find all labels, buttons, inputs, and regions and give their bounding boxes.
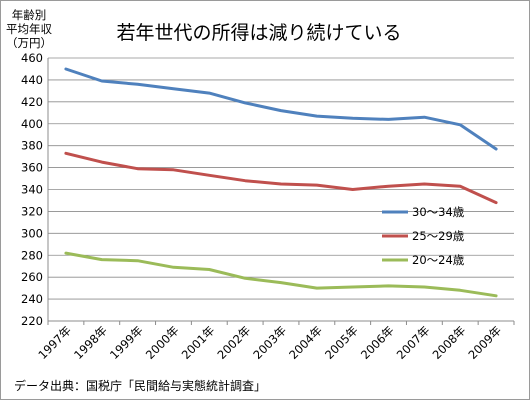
x-tick-labels: 1997年1998年1999年2000年2001年2002年2003年2004年…	[35, 323, 504, 362]
series-lines	[64, 67, 498, 298]
x-tick-label: 1998年	[71, 323, 110, 362]
legend-label-2: 20〜24歳	[412, 253, 465, 267]
x-tick-label: 2005年	[322, 323, 361, 362]
x-tick-label: 2007年	[394, 323, 433, 362]
y-tick-label: 440	[21, 73, 43, 87]
x-tick-label: 2004年	[286, 323, 325, 362]
y-tick-label: 380	[21, 139, 43, 153]
chart-title: 若年世代の所得は減り続けている	[116, 22, 401, 44]
y-tick-label: 300	[21, 226, 43, 240]
x-tick-label: 1999年	[107, 323, 146, 362]
gridlines	[48, 57, 514, 300]
series-line-2	[64, 251, 498, 298]
x-tick-label: 2008年	[430, 323, 469, 362]
x-tick-label: 2000年	[143, 323, 182, 362]
y-tick-label: 460	[21, 51, 43, 65]
axes	[47, 58, 515, 325]
x-tick-label: 2002年	[215, 323, 254, 362]
y-axis-label-line-3: （万円）	[6, 36, 52, 50]
y-tick-label: 280	[21, 248, 43, 262]
legend: 30〜34歳 25〜29歳 20〜24歳	[382, 205, 465, 267]
x-tick-label: 2003年	[250, 323, 289, 362]
series-line-1	[64, 151, 498, 205]
y-tick-label: 320	[21, 204, 43, 218]
y-tick-label: 400	[21, 117, 43, 131]
y-tick-labels: 220 240 260 280 300 320 340 360 380 400 420 440 460	[21, 51, 43, 328]
x-tick-label: 2009年	[465, 323, 504, 362]
legend-label-1: 25〜29歳	[412, 229, 465, 243]
y-tick-label: 360	[21, 161, 43, 175]
series-line-0	[64, 67, 498, 151]
y-tick-label: 240	[21, 292, 43, 306]
y-tick-label: 420	[21, 95, 43, 109]
y-axis-label-line-1: 年齢別	[12, 8, 47, 22]
y-tick-label: 220	[21, 314, 43, 328]
source-note: データ出典：国税庁「民間給与実態統計調査」	[14, 378, 266, 393]
y-tick-label: 260	[21, 270, 43, 284]
x-tick-label: 2006年	[358, 323, 397, 362]
y-axis-label-line-2: 平均年収	[6, 22, 52, 36]
x-tick-label: 1997年	[35, 323, 74, 362]
x-tick-label: 2001年	[179, 323, 218, 362]
y-tick-label: 340	[21, 183, 43, 197]
legend-label-0: 30〜34歳	[412, 205, 465, 219]
